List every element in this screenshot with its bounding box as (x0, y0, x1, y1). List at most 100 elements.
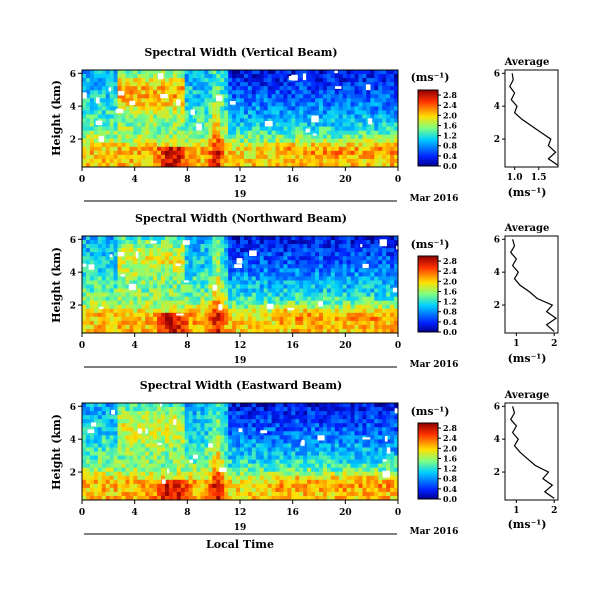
average-line (509, 406, 555, 499)
colorbar-tick-label: 1.6 (443, 286, 457, 296)
y-tick-label: 2 (70, 469, 76, 479)
heatmap-plot: 2 4 6 (70, 69, 399, 168)
x-tick-label: 4 (132, 341, 138, 351)
average-x-label: (ms⁻¹) (508, 186, 547, 199)
colorbar-tick-label: 0.0 (443, 161, 457, 171)
y-tick-label: 4 (70, 436, 76, 446)
colorbar-tick-label: 1.2 (443, 464, 457, 474)
average-profile: 2 4 6 1.0 1.5 (494, 69, 559, 183)
data-gap (300, 441, 305, 446)
data-gap (120, 274, 125, 277)
average-frame (504, 402, 559, 501)
data-gap (212, 284, 217, 291)
data-gap (318, 301, 323, 307)
y-tick-label: 4 (70, 103, 76, 113)
colorbar-tick-label: 0.8 (443, 307, 457, 317)
data-gap (108, 87, 112, 92)
data-gap (157, 442, 162, 445)
colorbar-tick-label: 1.2 (443, 131, 457, 141)
data-gap (362, 437, 371, 440)
average-profile: 2 4 6 1 2 (494, 402, 559, 516)
x-tick-label: 16 (286, 175, 299, 185)
x-tick-label: 20 (339, 175, 352, 185)
data-gap (317, 435, 325, 441)
x-tick-label: 0 (395, 175, 401, 185)
colorbar-tick-label: 0.4 (443, 484, 457, 494)
colorbar-tick-label: 1.6 (443, 120, 457, 130)
average-title: Average (504, 223, 550, 234)
average-y-tick-label: 2 (494, 468, 500, 478)
x-tick-label: 8 (184, 341, 190, 351)
data-gap (193, 454, 198, 459)
data-gap (334, 70, 338, 74)
y-tick-label: 6 (70, 236, 76, 246)
average-y-tick-label: 4 (494, 435, 500, 445)
colorbar-tick-label: 0.0 (443, 494, 457, 504)
colorbar-tick-label: 2.0 (443, 110, 457, 120)
average-x-tick-label: 1.0 (507, 173, 523, 183)
month-label: Mar 2016 (410, 527, 459, 537)
data-gap (160, 93, 168, 99)
panel-vertical: Spectral Width (Vertical Beam) 2 4 6 Heigh… (50, 46, 559, 204)
x-axis: 0 4 8 12 16 20 0 (79, 167, 401, 185)
data-gap (115, 108, 124, 114)
data-gap (145, 428, 148, 434)
data-gap (234, 264, 242, 268)
average-title: Average (504, 390, 550, 401)
average-y-tick-label: 4 (494, 102, 500, 112)
colorbar-tick-label: 0.0 (443, 327, 457, 337)
panel-eastward: Spectral Width (Eastward Beam) 2 4 6 Heigh… (50, 379, 559, 537)
heatmap-cells (82, 236, 403, 334)
colorbar-tick-label: 2.0 (443, 443, 457, 453)
x-tick-label: 0 (395, 341, 401, 351)
y-tick-label: 6 (70, 403, 76, 413)
y-axis-label: Height (km) (50, 80, 63, 156)
colorbar-units: (ms⁻¹) (411, 405, 450, 418)
data-gap (382, 470, 390, 478)
colorbar-tick-label: 1.2 (443, 297, 457, 307)
x-tick-label: 12 (234, 341, 247, 351)
average-profile: 2 4 6 1 2 (494, 235, 559, 349)
data-gap (88, 264, 95, 270)
date-label: 19 (234, 190, 247, 200)
x-axis: 0 4 8 12 16 20 0 (79, 333, 401, 351)
colorbar-gradient (417, 422, 439, 500)
x-tick-label: 0 (395, 508, 401, 518)
data-gap (176, 313, 184, 316)
data-gap (229, 101, 236, 105)
average-x-tick-label: 1.5 (531, 173, 547, 183)
data-gap (238, 428, 243, 433)
data-gap (384, 436, 388, 442)
data-gap (183, 280, 189, 283)
heatmap-cells (82, 403, 405, 501)
data-gap (311, 115, 319, 123)
data-gap (111, 409, 115, 415)
data-gap (99, 306, 104, 310)
x-tick-label: 20 (339, 341, 352, 351)
data-gap (335, 86, 342, 89)
data-gap (176, 99, 181, 106)
data-gap (117, 252, 125, 257)
data-gap (167, 468, 170, 474)
data-gap (216, 95, 223, 102)
colorbar-units: (ms⁻¹) (411, 71, 450, 84)
colorbar-tick-label: 1.6 (443, 453, 457, 463)
heatmap-plot: 2 4 6 (70, 235, 403, 334)
colorbar-tick-label: 2.4 (443, 433, 457, 443)
colorbar: 0.00.40.81.21.62.02.42.8 (417, 255, 457, 337)
data-gap (397, 432, 405, 437)
colorbar-tick-label: 2.4 (443, 100, 457, 110)
data-gap (190, 109, 195, 115)
data-gap (91, 422, 97, 427)
data-gap (379, 239, 387, 247)
x-tick-label: 12 (234, 508, 247, 518)
data-gap (291, 74, 298, 81)
x-axis: 0 4 8 12 16 20 0 (79, 500, 401, 518)
chart-title: Spectral Width (Northward Beam) (135, 212, 347, 225)
heatmap-plot: 2 4 6 (70, 402, 405, 501)
x-tick-label: 16 (286, 341, 299, 351)
average-x-label: (ms⁻¹) (508, 518, 547, 531)
data-gap (266, 303, 274, 310)
data-gap (137, 428, 142, 434)
